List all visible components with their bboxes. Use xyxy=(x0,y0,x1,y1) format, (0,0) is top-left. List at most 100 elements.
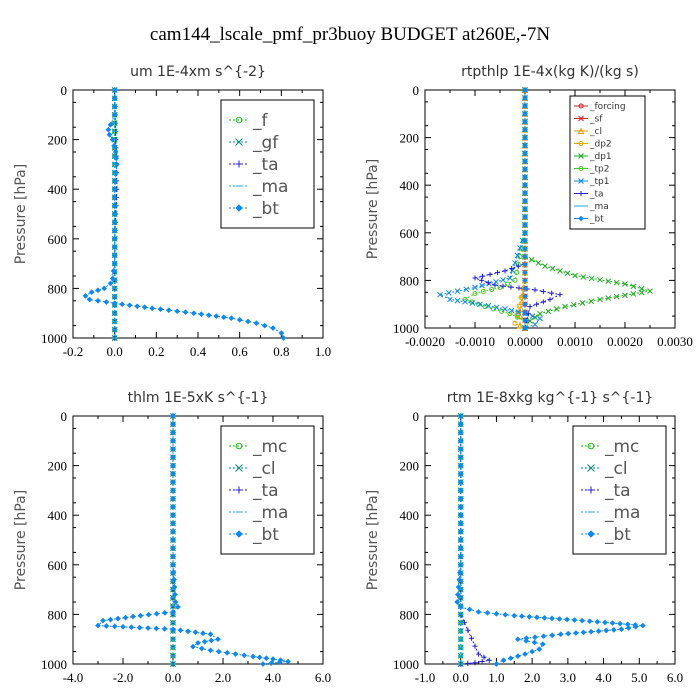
data-point xyxy=(540,633,547,640)
data-point xyxy=(170,503,176,510)
y-tick-label: 1000 xyxy=(41,331,67,346)
data-point xyxy=(472,275,478,281)
data-point xyxy=(457,462,464,469)
y-tick-label: 400 xyxy=(48,508,68,523)
data-point xyxy=(528,256,535,263)
data-point xyxy=(489,287,495,293)
data-point xyxy=(454,288,461,294)
data-point xyxy=(565,630,572,637)
y-tick-label: 1000 xyxy=(393,657,419,672)
data-point xyxy=(545,308,552,315)
series-bt-group xyxy=(95,413,291,667)
data-point xyxy=(256,654,263,661)
data-point xyxy=(111,111,118,118)
data-point xyxy=(495,270,500,276)
x-tick-label: 0.8 xyxy=(273,344,289,359)
data-point xyxy=(547,296,553,302)
data-point xyxy=(613,293,620,300)
data-point xyxy=(161,625,168,632)
data-point xyxy=(111,219,118,226)
data-point xyxy=(597,296,603,303)
data-point xyxy=(111,103,118,110)
legend-label: _ta xyxy=(252,155,279,175)
data-point xyxy=(107,121,114,128)
y-tick-label: 600 xyxy=(48,558,68,573)
legend-marker xyxy=(578,153,584,159)
data-point xyxy=(170,446,176,453)
data-point xyxy=(588,275,595,282)
data-point xyxy=(111,87,118,93)
data-point xyxy=(564,616,571,623)
data-point xyxy=(95,287,101,294)
data-point xyxy=(480,289,486,295)
data-point xyxy=(638,289,645,296)
legend-marker xyxy=(235,442,243,450)
legend-marker xyxy=(235,138,243,146)
data-point xyxy=(622,281,628,287)
data-point xyxy=(572,630,579,636)
legend-label: _bt xyxy=(589,215,604,225)
data-point xyxy=(111,95,118,102)
data-point xyxy=(484,609,491,616)
data-point xyxy=(549,615,555,622)
legend-label: _ta xyxy=(604,481,631,501)
data-point xyxy=(208,637,215,644)
data-point xyxy=(479,277,485,283)
data-point xyxy=(502,268,508,274)
data-point xyxy=(170,569,177,576)
data-point xyxy=(622,292,628,299)
data-point xyxy=(522,103,528,109)
data-point xyxy=(457,487,464,494)
data-point xyxy=(111,186,118,193)
y-tick-label: 1000 xyxy=(41,657,67,672)
data-point xyxy=(493,278,499,285)
x-tick-label: 0.0010 xyxy=(557,334,593,349)
data-point xyxy=(170,470,176,477)
legend-label: _mc xyxy=(252,437,287,457)
data-point xyxy=(170,495,176,502)
legend-label: _cl xyxy=(604,459,628,479)
legend-label: _forcing xyxy=(589,102,626,112)
data-point xyxy=(610,626,617,633)
legend-marker xyxy=(235,464,243,472)
data-point xyxy=(103,299,110,305)
legend-label: _f xyxy=(252,111,269,131)
y-axis-label: Pressure [hPa] xyxy=(365,159,381,259)
y-tick-label: 800 xyxy=(48,281,68,296)
data-point xyxy=(95,622,101,629)
legend-label: _dp2 xyxy=(589,140,612,150)
data-point xyxy=(137,612,144,619)
data-point xyxy=(201,638,208,645)
legend-marker xyxy=(578,103,584,109)
data-point xyxy=(609,620,616,627)
data-point xyxy=(457,429,464,436)
data-point xyxy=(192,629,199,636)
data-point xyxy=(245,318,251,325)
data-point xyxy=(522,245,528,252)
x-tick-label: 5.0 xyxy=(631,670,647,685)
legend-label: _ta xyxy=(589,190,604,200)
data-point xyxy=(107,280,114,287)
data-point xyxy=(120,623,126,630)
data-point xyxy=(472,643,478,649)
data-point xyxy=(455,584,462,591)
data-point xyxy=(457,512,464,519)
data-point xyxy=(586,618,593,625)
data-point xyxy=(456,576,463,583)
data-point xyxy=(481,654,487,660)
data-point xyxy=(514,653,521,660)
data-point xyxy=(457,545,464,552)
data-point xyxy=(531,639,538,646)
data-point xyxy=(86,296,93,303)
data-point xyxy=(177,627,184,634)
y-tick-label: 1000 xyxy=(393,321,419,336)
data-point xyxy=(526,613,533,620)
data-point xyxy=(278,330,285,336)
data-point xyxy=(445,290,452,296)
data-point xyxy=(537,310,543,317)
data-point xyxy=(165,307,172,314)
data-point xyxy=(115,615,121,622)
x-tick-label: 0.0020 xyxy=(607,334,643,349)
data-point xyxy=(522,87,528,93)
legend-marker xyxy=(235,204,243,212)
